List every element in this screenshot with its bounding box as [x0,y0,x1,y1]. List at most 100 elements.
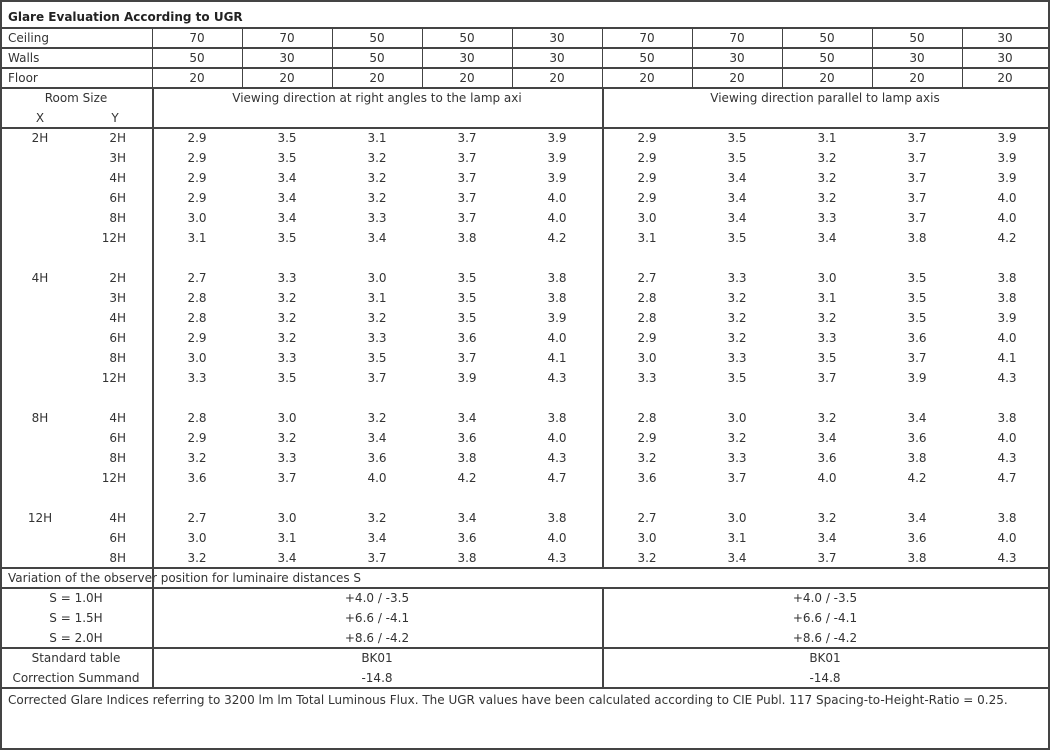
standard-table-label: Standard table [31,651,121,665]
column-divider [512,27,513,87]
row-divider [0,587,1050,589]
ugr-value-right-angles: 3.4 [367,231,387,245]
spacing-label: S = 1.5H [49,611,103,625]
floor-value: 20 [189,71,205,85]
ugr-value-right-angles: 3.8 [547,271,567,285]
ugr-value-right-angles: 3.3 [277,351,297,365]
ceiling-value: 30 [997,31,1013,45]
ugr-value-parallel: 3.2 [727,291,747,305]
ugr-value-right-angles: 3.8 [547,291,567,305]
ugr-value-right-angles: 3.0 [367,271,387,285]
ugr-value-parallel: 3.5 [727,231,747,245]
ceiling-value: 50 [369,31,385,45]
ugr-value-right-angles: 2.8 [187,291,207,305]
ugr-value-parallel: 3.3 [637,371,657,385]
ugr-value-parallel: 3.3 [727,351,747,365]
room-y-value: 8H [109,451,126,465]
ugr-value-right-angles: 3.2 [277,331,297,345]
ugr-value-right-angles: 3.6 [457,531,477,545]
ugr-value-right-angles: 2.9 [187,171,207,185]
row-divider [0,87,1050,89]
room-x-value: 12H [27,511,53,525]
ugr-value-right-angles: 3.7 [457,351,477,365]
border-left [0,0,2,750]
floor-value: 20 [369,71,385,85]
ugr-value-parallel: 3.7 [907,131,927,145]
ugr-value-parallel: 2.9 [637,191,657,205]
ugr-value-parallel: 3.5 [817,351,837,365]
walls-value: 30 [459,51,475,65]
ugr-value-parallel: 3.7 [907,351,927,365]
ugr-value-parallel: 3.1 [817,291,837,305]
ugr-value-parallel: 3.0 [727,511,747,525]
room-y-value: 6H [109,191,126,205]
ugr-value-parallel: 3.2 [727,431,747,445]
column-divider [332,27,333,87]
ugr-value-right-angles: 2.8 [187,411,207,425]
ugr-value-parallel: 3.3 [817,331,837,345]
ugr-value-parallel: 3.6 [907,531,927,545]
walls-value: 30 [549,51,565,65]
ceiling-value: 70 [729,31,745,45]
ugr-value-parallel: 3.2 [637,551,657,565]
ugr-value-parallel: 4.0 [997,331,1017,345]
ugr-value-right-angles: 3.8 [547,511,567,525]
ugr-value-right-angles: 2.9 [187,151,207,165]
ugr-value-right-angles: 3.7 [457,191,477,205]
floor-value: 20 [549,71,565,85]
room-y-value: 8H [109,211,126,225]
ugr-value-parallel: 4.0 [997,211,1017,225]
ugr-value-parallel: 2.7 [637,271,657,285]
ugr-value-parallel: 3.6 [637,471,657,485]
variation-label: Variation of the observer position for l… [8,571,362,585]
ugr-value-parallel: 3.9 [997,131,1017,145]
ceiling-value: 30 [549,31,565,45]
ugr-value-parallel: 4.1 [997,351,1017,365]
room-y-value: 6H [109,531,126,545]
ugr-value-parallel: 3.7 [727,471,747,485]
walls-value: 50 [819,51,835,65]
ugr-value-parallel: 3.2 [817,411,837,425]
ugr-value-parallel: 3.1 [637,231,657,245]
ceiling-value: 50 [909,31,925,45]
walls-value: 50 [639,51,655,65]
floor-value: 20 [279,71,295,85]
ugr-value-right-angles: 3.5 [277,231,297,245]
row-divider [0,687,1050,689]
ugr-value-right-angles: 3.3 [277,451,297,465]
ugr-value-parallel: 3.8 [997,411,1017,425]
standard-table-right: BK01 [809,651,841,665]
ugr-value-parallel: 4.3 [997,451,1017,465]
ugr-value-right-angles: 3.4 [367,531,387,545]
ugr-value-parallel: 3.2 [727,331,747,345]
ugr-value-parallel: 3.0 [637,531,657,545]
walls-value: 30 [997,51,1013,65]
ugr-value-parallel: 3.4 [907,511,927,525]
room-y-value: 12H [101,371,126,385]
ugr-value-parallel: 2.9 [637,431,657,445]
ugr-value-right-angles: 4.0 [547,211,567,225]
ugr-value-parallel: 3.8 [907,451,927,465]
ugr-value-right-angles: 3.4 [277,551,297,565]
ceiling-value: 70 [279,31,295,45]
ugr-value-right-angles: 3.4 [457,411,477,425]
ugr-value-parallel: 2.7 [637,511,657,525]
ugr-value-parallel: 3.5 [907,311,927,325]
ugr-value-parallel: 3.2 [817,191,837,205]
ugr-value-parallel: 3.6 [817,451,837,465]
ugr-value-right-angles: 3.2 [277,291,297,305]
ugr-value-right-angles: 4.2 [457,471,477,485]
ugr-value-right-angles: 3.7 [457,131,477,145]
ugr-value-right-angles: 3.7 [457,171,477,185]
column-divider [152,87,154,687]
floor-label: Floor [8,71,38,85]
ugr-value-parallel: 3.2 [727,311,747,325]
ugr-value-parallel: 4.0 [997,191,1017,205]
footnote: Corrected Glare Indices referring to 320… [8,693,1008,707]
ugr-value-parallel: 3.7 [907,211,927,225]
ugr-value-parallel: 3.8 [997,511,1017,525]
standard-table-left: BK01 [361,651,393,665]
ugr-value-right-angles: 4.7 [547,471,567,485]
ugr-value-right-angles: 3.2 [277,311,297,325]
